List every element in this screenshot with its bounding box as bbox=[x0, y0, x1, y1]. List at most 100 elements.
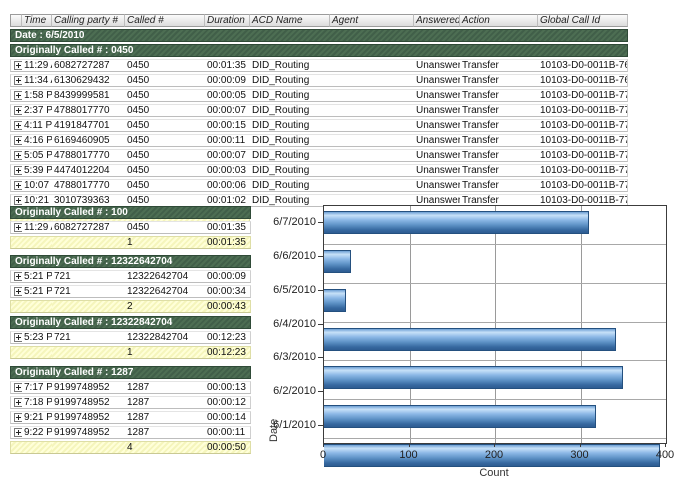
cell-time: 4:16 PM bbox=[22, 134, 52, 147]
y-tick-label: 6/3/2010 bbox=[252, 340, 323, 374]
bar-6-3-2010 bbox=[324, 366, 624, 390]
bar-6-7-2010 bbox=[324, 211, 590, 234]
cell-time: 1:58 PM bbox=[22, 89, 52, 102]
cell-time: 11:34 AM bbox=[22, 74, 52, 87]
group-table-1287: Originally Called # : 1287 7:17 PM 91997… bbox=[10, 364, 252, 456]
expand-plus-icon[interactable] bbox=[14, 332, 22, 342]
cell-calling-party: 4191847701 bbox=[52, 119, 125, 132]
expand-cell bbox=[10, 164, 22, 177]
expand-plus-icon[interactable] bbox=[14, 75, 22, 85]
expand-plus-icon[interactable] bbox=[14, 271, 22, 281]
x-tick-mark bbox=[579, 443, 581, 447]
cell-answered: Unanswered bbox=[414, 149, 460, 162]
expand-plus-icon[interactable] bbox=[14, 90, 22, 100]
expand-cell bbox=[10, 59, 22, 72]
cell-acd-name: DID_Routing bbox=[250, 194, 330, 207]
col-header-time: Time bbox=[22, 14, 52, 27]
cell-duration: 00:00:34 bbox=[205, 285, 252, 298]
cell-called: 0450 bbox=[125, 59, 205, 72]
col-header-calling-party: Calling party # bbox=[52, 14, 125, 27]
bar-slot bbox=[324, 288, 666, 323]
cell-action: Transfer bbox=[460, 164, 538, 177]
cell-called: 0450 bbox=[125, 104, 205, 117]
expand-plus-icon[interactable] bbox=[14, 286, 22, 296]
x-tick-mark bbox=[408, 443, 410, 447]
cell-calling-party: 6130629432 bbox=[52, 74, 125, 87]
cell-duration: 00:00:07 bbox=[205, 149, 250, 162]
expand-plus-icon[interactable] bbox=[14, 195, 22, 205]
cell-time: 11:29 AM bbox=[22, 59, 52, 72]
table-row: 11:29 AM 6082727287 0450 00:01:35 bbox=[10, 221, 252, 234]
cell-time: 5:21 PM bbox=[22, 285, 52, 298]
cell-agent bbox=[330, 119, 414, 132]
cell-global-call-id: 10103-D0-0011B-773 bbox=[538, 134, 628, 147]
cell-acd-name: DID_Routing bbox=[250, 179, 330, 192]
y-tick-label: 6/5/2010 bbox=[252, 273, 323, 307]
cell-acd-name: DID_Routing bbox=[250, 134, 330, 147]
expand-plus-icon[interactable] bbox=[14, 397, 22, 407]
table-row: 5:21 PM 721 12322642704 00:00:09 bbox=[10, 270, 252, 283]
cell-calling-party: 721 bbox=[52, 285, 125, 298]
expand-plus-icon[interactable] bbox=[14, 222, 22, 232]
cell-called: 0450 bbox=[125, 74, 205, 87]
bar-slot bbox=[324, 444, 666, 478]
cell-calling-party: 4788017770 bbox=[52, 149, 125, 162]
expand-plus-icon[interactable] bbox=[14, 165, 22, 175]
cell-agent bbox=[330, 134, 414, 147]
expand-plus-icon[interactable] bbox=[14, 135, 22, 145]
expand-plus-icon[interactable] bbox=[14, 427, 22, 437]
cell-duration: 00:00:11 bbox=[205, 426, 252, 439]
expand-plus-icon[interactable] bbox=[14, 60, 22, 70]
expand-plus-icon[interactable] bbox=[14, 105, 22, 115]
x-tick-label: 200 bbox=[484, 449, 504, 461]
bar-6-5-2010 bbox=[324, 288, 347, 312]
group-table-12322842704: Originally Called # : 12322842704 5:23 P… bbox=[10, 314, 252, 361]
cell-called: 0450 bbox=[125, 134, 205, 147]
cell-answered: Unanswered bbox=[414, 104, 460, 117]
table-row: 7:17 PM 9199748952 1287 00:00:13 bbox=[10, 381, 252, 394]
cell-duration: 00:00:11 bbox=[205, 134, 250, 147]
cell-calling-party: 721 bbox=[52, 270, 125, 283]
expand-plus-icon[interactable] bbox=[14, 150, 22, 160]
cell-global-call-id: 10103-D0-0011B-771 bbox=[538, 104, 628, 117]
cell-action: Transfer bbox=[460, 104, 538, 117]
cell-global-call-id: 10103-D0-0011B-774 bbox=[538, 149, 628, 162]
cell-answered: Unanswered bbox=[414, 59, 460, 72]
cell-called: 0450 bbox=[125, 221, 205, 234]
gridline-300 bbox=[580, 206, 582, 443]
cell-acd-name: DID_Routing bbox=[250, 104, 330, 117]
summary-count: 1 bbox=[125, 236, 205, 249]
group-header: Originally Called # : 1287 bbox=[10, 366, 252, 379]
cell-duration: 00:00:03 bbox=[205, 164, 250, 177]
cell-duration: 00:00:15 bbox=[205, 119, 250, 132]
summary-count: 4 bbox=[125, 441, 205, 454]
x-tick-label: 400 bbox=[655, 449, 675, 461]
cell-duration: 00:00:13 bbox=[205, 381, 252, 394]
cell-answered: Unanswered bbox=[414, 89, 460, 102]
expand-plus-icon[interactable] bbox=[14, 180, 22, 190]
bar-6-4-2010 bbox=[324, 327, 616, 351]
bar-slots bbox=[324, 206, 666, 468]
plot-area bbox=[323, 205, 667, 468]
cell-calling-party: 9199748952 bbox=[52, 426, 125, 439]
cell-agent bbox=[330, 164, 414, 177]
cell-global-call-id: 10103-D0-0011B-770 bbox=[538, 89, 628, 102]
gridline-100 bbox=[409, 206, 411, 443]
expand-cell bbox=[10, 134, 22, 147]
cell-duration: 00:01:35 bbox=[205, 59, 250, 72]
bar-slot bbox=[324, 327, 666, 362]
cell-duration: 00:00:07 bbox=[205, 104, 250, 117]
bar-slot bbox=[324, 405, 666, 440]
expand-plus-icon[interactable] bbox=[14, 412, 22, 422]
col-header-action: Action bbox=[460, 14, 538, 27]
cell-global-call-id: 10103-D0-0011B-768 bbox=[538, 59, 628, 72]
y-tick-label: 6/2/2010 bbox=[252, 374, 323, 408]
cell-time: 5:21 PM bbox=[22, 270, 52, 283]
group-header: Originally Called # : 0450 bbox=[10, 44, 628, 57]
cell-called: 0450 bbox=[125, 179, 205, 192]
cell-action: Transfer bbox=[460, 74, 538, 87]
expand-plus-icon[interactable] bbox=[14, 382, 22, 392]
y-tick-label: 6/7/2010 bbox=[252, 205, 323, 239]
expand-plus-icon[interactable] bbox=[14, 120, 22, 130]
